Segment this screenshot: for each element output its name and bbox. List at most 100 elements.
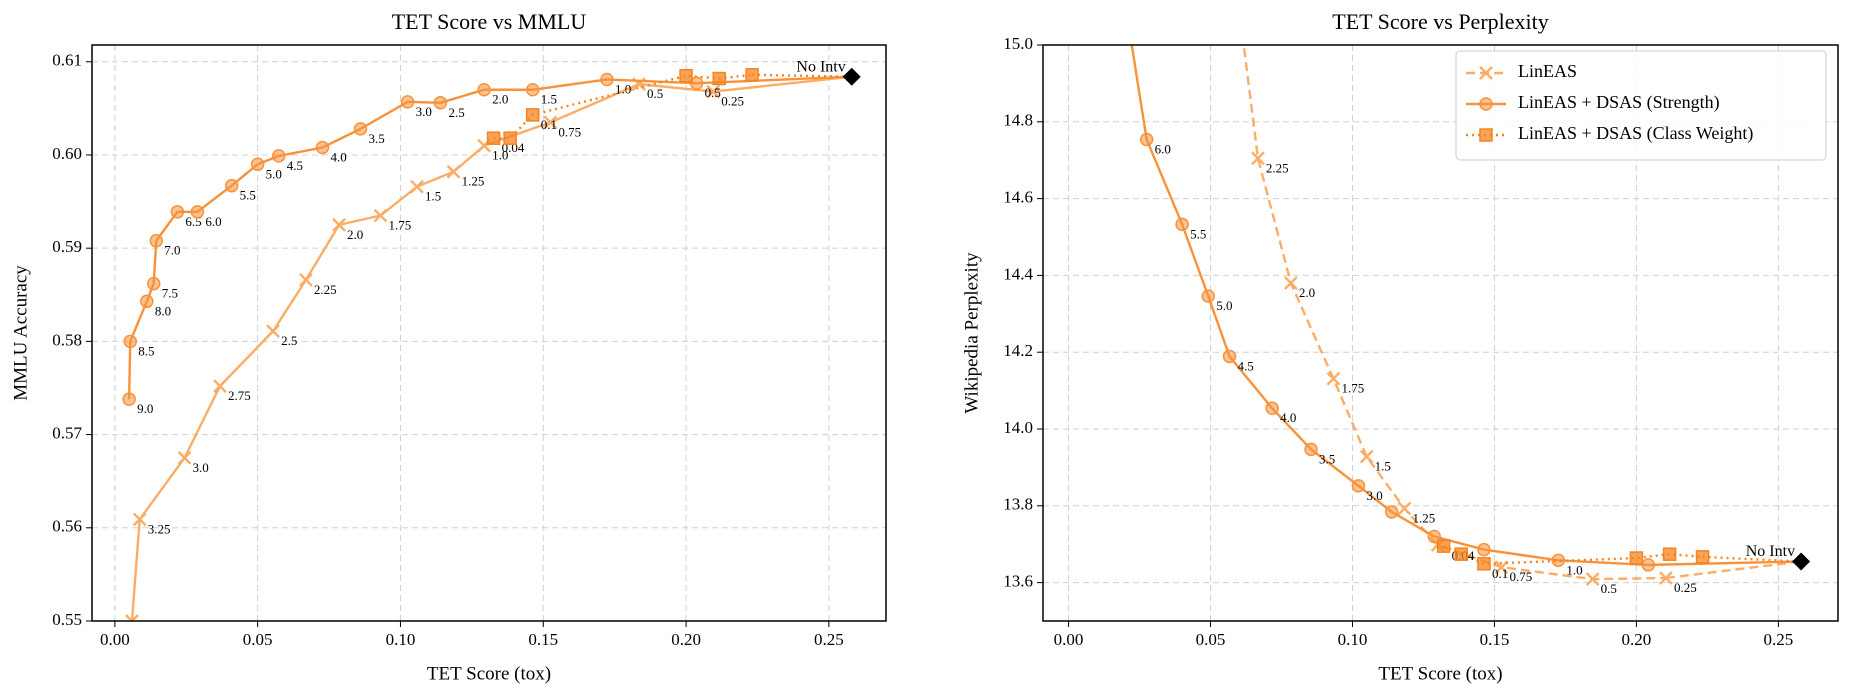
point-label: 7.5 xyxy=(162,286,178,301)
y-tick-label: 0.58 xyxy=(52,330,82,349)
marker-x xyxy=(446,164,461,179)
marker-square xyxy=(1436,539,1451,553)
point-label: 2.0 xyxy=(492,92,508,107)
x-tick-label: 0.25 xyxy=(1764,630,1794,649)
marker-circle xyxy=(170,205,185,219)
marker-x xyxy=(332,218,346,232)
x-tick-label: 0.10 xyxy=(386,630,416,649)
point-label: 6.0 xyxy=(205,214,221,229)
y-tick-label: 0.56 xyxy=(52,517,82,536)
point-label: 8.0 xyxy=(155,303,171,318)
reference-marker xyxy=(1792,552,1811,571)
marker-x xyxy=(373,208,388,223)
marker-x xyxy=(1585,572,1600,586)
marker-circle xyxy=(1384,505,1399,519)
marker-x xyxy=(266,324,280,338)
marker-circle xyxy=(224,178,239,193)
legend-label: LinEAS + DSAS (Class Weight) xyxy=(1518,123,1753,144)
reference-label: No Intv xyxy=(796,58,845,75)
point-label: 2.75 xyxy=(228,388,251,403)
marker-square xyxy=(1479,128,1493,142)
marker-circle xyxy=(1351,479,1366,493)
point-label: 6.0 xyxy=(1155,141,1171,156)
marker-x xyxy=(410,179,424,194)
point-label: 1.25 xyxy=(1412,510,1435,525)
legend-label: LinEAS xyxy=(1518,61,1577,81)
legend-label: LinEAS + DSAS (Strength) xyxy=(1518,92,1720,113)
point-label: 3.0 xyxy=(416,104,432,119)
x-tick-label: 0.10 xyxy=(1338,630,1368,649)
marker-circle xyxy=(1222,349,1237,364)
point-label: 1.25 xyxy=(462,174,485,189)
marker-x xyxy=(1479,66,1493,80)
point-label: 2.0 xyxy=(347,227,363,242)
point-label: 1.0 xyxy=(615,81,631,96)
marker-circle xyxy=(400,95,415,109)
marker-circle xyxy=(477,82,491,97)
series-line xyxy=(1242,45,1666,581)
series-line xyxy=(127,78,697,400)
marker-square xyxy=(1477,557,1491,571)
marker-x xyxy=(1397,501,1412,516)
y-tick-label: 13.8 xyxy=(1003,495,1033,514)
marker-square xyxy=(486,131,501,145)
point-label: 0.25 xyxy=(721,94,744,109)
point-label: 4.0 xyxy=(1280,410,1296,425)
x-tick-label: 0.25 xyxy=(814,630,844,649)
series-line-to-reference xyxy=(1665,560,1802,580)
point-label: 1.0 xyxy=(492,148,508,163)
marker-circle xyxy=(140,294,154,309)
x-tick-label: 0.00 xyxy=(100,630,130,649)
marker-x xyxy=(1284,276,1298,290)
marker-x xyxy=(1359,449,1374,464)
marker-circle xyxy=(1477,542,1491,557)
point-label: 2.0 xyxy=(1299,285,1315,300)
point-label: 5.0 xyxy=(1216,298,1232,313)
chart-title: TET Score vs MMLU xyxy=(392,9,587,34)
legend-box xyxy=(1455,50,1827,161)
point-label: 3.0 xyxy=(1366,488,1382,503)
point-label: 2.5 xyxy=(448,105,464,120)
marker-square xyxy=(745,68,759,82)
point-label: 0.75 xyxy=(558,124,581,139)
y-axis-label: MMLU Accuracy xyxy=(10,265,31,401)
marker-square xyxy=(712,71,726,86)
point-label: 1.75 xyxy=(1341,381,1364,396)
marker-circle xyxy=(122,392,136,406)
marker-x xyxy=(1233,1,1245,13)
chart-title: TET Score vs Perplexity xyxy=(1332,9,1549,34)
point-label: 5.0 xyxy=(266,166,282,181)
y-tick-label: 0.55 xyxy=(52,610,82,629)
marker-x xyxy=(1326,371,1341,386)
y-tick-label: 14.0 xyxy=(1003,418,1033,437)
marker-x xyxy=(1659,571,1673,585)
point-label: 4.5 xyxy=(287,158,303,173)
point-label: 1.5 xyxy=(425,189,441,204)
marker-circle xyxy=(525,82,540,97)
marker-circle xyxy=(272,149,286,163)
marker-x xyxy=(543,115,558,130)
point-label: 0.5 xyxy=(647,86,663,101)
x-tick-label: 0.15 xyxy=(1480,630,1510,649)
marker-square xyxy=(679,69,693,83)
point-label: 1.75 xyxy=(388,218,411,233)
series-line-to-reference xyxy=(1702,555,1802,563)
marker-circle xyxy=(1304,442,1318,457)
y-tick-label: 0.60 xyxy=(52,144,82,163)
marker-square xyxy=(503,131,517,145)
point-label: 0.25 xyxy=(1674,580,1697,595)
marker-circle xyxy=(433,96,448,110)
point-label: 4.0 xyxy=(330,150,346,165)
axes-frame xyxy=(1042,44,1839,622)
point-label: 2.25 xyxy=(1266,160,1289,175)
x-axis-label: TET Score (tox) xyxy=(1378,663,1502,684)
point-label: 0.5 xyxy=(1601,581,1617,596)
y-tick-label: 13.6 xyxy=(1003,572,1033,591)
marker-circle xyxy=(1201,289,1215,303)
marker-x xyxy=(177,451,192,465)
marker-circle xyxy=(1641,558,1656,572)
x-tick-label: 0.05 xyxy=(243,630,273,649)
marker-x xyxy=(299,273,313,287)
y-tick-label: 14.8 xyxy=(1003,111,1033,130)
